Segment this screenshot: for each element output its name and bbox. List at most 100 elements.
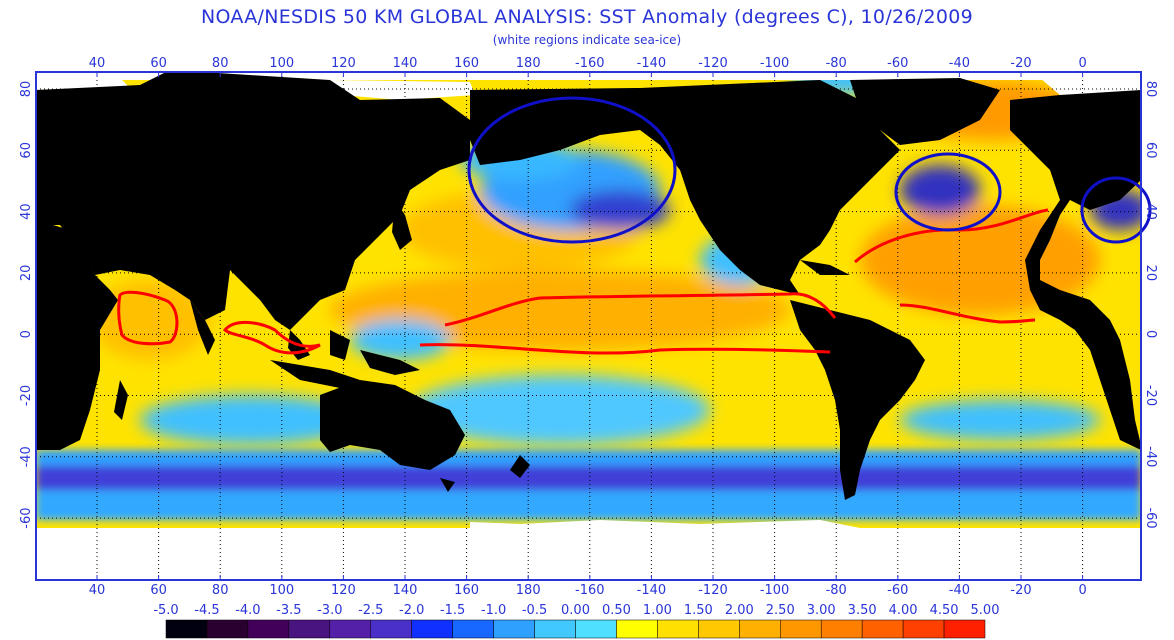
colorbar-label: -5.0 [153, 603, 178, 618]
colorbar-label: 3.00 [807, 603, 836, 618]
longitude-label: 160 [454, 56, 479, 71]
longitude-label: 100 [269, 583, 294, 598]
colorbar-label: -4.5 [194, 603, 219, 618]
colorbar-swatch [493, 619, 535, 639]
red-west-indian-loop [117, 290, 179, 346]
latitude-labels-left: 80 60 40 20 0 -20 -40 -60 [19, 81, 34, 529]
map-title: NOAA/NESDIS 50 KM GLOBAL ANALYSIS: SST A… [200, 6, 974, 28]
longitude-label: 40 [89, 583, 106, 598]
colorbar-swatch [288, 619, 331, 639]
latitude-label: 0 [1143, 330, 1158, 338]
longitude-label: -60 [887, 56, 908, 71]
north-america [640, 80, 900, 295]
colorbar-label: 4.50 [930, 603, 959, 618]
blue-circle-north-pacific [467, 96, 677, 244]
southern-ocean-band [36, 450, 1141, 520]
colorbar-swatch [780, 619, 822, 639]
australia [320, 380, 465, 470]
longitude-label: 160 [454, 583, 479, 598]
colorbar-swatch [165, 619, 208, 639]
colorbar-label: 2.00 [725, 603, 754, 618]
longitude-label: -100 [760, 56, 790, 71]
longitude-label: -160 [575, 583, 605, 598]
colorbar-label: -2.5 [358, 603, 383, 618]
colorbar-swatch [943, 619, 986, 639]
sea-ice [36, 72, 1141, 580]
latitude-label: -60 [19, 507, 34, 528]
longitude-label: -20 [1010, 56, 1031, 71]
colorbar-label: -2.0 [399, 603, 424, 618]
colorbar-swatch [411, 619, 453, 639]
colorbar-swatch [861, 619, 904, 639]
annotations [117, 96, 1152, 355]
colorbar-label: -0.5 [522, 603, 547, 618]
longitude-label: 80 [212, 56, 229, 71]
longitude-label: -120 [698, 56, 728, 71]
south-america [790, 300, 925, 500]
latitude-label: 20 [19, 265, 34, 282]
colorbar-label: -4.0 [235, 603, 260, 618]
latitude-label: 40 [19, 203, 34, 220]
latitude-label: 80 [19, 81, 34, 98]
longitude-label: -60 [887, 583, 908, 598]
red-equatorial-band-south [419, 343, 831, 355]
colorbar-swatch [452, 619, 494, 639]
longitude-label: 0 [1078, 56, 1086, 71]
graticule [36, 72, 1141, 580]
longitude-label: -120 [698, 583, 728, 598]
colorbar-swatch [575, 619, 617, 639]
longitude-label: 120 [331, 583, 356, 598]
longitude-label: 40 [89, 56, 106, 71]
colorbar-label: 2.50 [766, 603, 795, 618]
latitude-label: -40 [19, 446, 34, 467]
red-atlantic-equator [899, 303, 1036, 324]
colorbar-swatch [616, 619, 658, 639]
colorbar-label: 4.00 [889, 603, 918, 618]
latitude-label: -20 [1143, 385, 1158, 406]
latitude-label: -60 [1143, 507, 1158, 528]
latitude-label: -20 [19, 385, 34, 406]
longitude-label: -140 [637, 56, 667, 71]
longitude-label: 180 [516, 56, 541, 71]
longitude-label: -160 [575, 56, 605, 71]
latitude-label: 40 [1143, 203, 1158, 220]
colorbar-label: 1.00 [643, 603, 672, 618]
longitude-label: -100 [760, 583, 790, 598]
colorbar-label: 5.00 [971, 603, 1000, 618]
longitude-label: 0 [1078, 583, 1086, 598]
longitude-label: 140 [393, 583, 418, 598]
longitude-label: 140 [393, 56, 418, 71]
colorbar-swatch [902, 619, 945, 639]
colorbar-label: 0.50 [602, 603, 631, 618]
blue-circle-north-atlantic [894, 152, 1002, 232]
colorbar-swatch [206, 619, 249, 639]
latitude-label: 0 [19, 330, 34, 338]
greenland [850, 78, 1000, 145]
latitude-label: -40 [1143, 446, 1158, 467]
colorbar-labels: -5.0 -4.5 -4.0 -3.5 -3.0 -2.5 -2.0 -1.5 -1.0 -0.5… [153, 603, 999, 618]
longitude-label: 60 [150, 583, 167, 598]
longitude-label: -40 [949, 56, 970, 71]
latitude-labels-right: 80 60 40 20 0 -20 -40 -60 [1143, 81, 1158, 529]
longitude-label: 120 [331, 56, 356, 71]
colorbar-swatch [739, 619, 781, 639]
colorbar-label: -1.5 [440, 603, 465, 618]
colorbar-label: -1.0 [481, 603, 506, 618]
longitude-label: 80 [212, 583, 229, 598]
longitude-labels-top: 40 60 80 100 120 140 160 180 -160 -140 -120 -100 -80… [89, 56, 1087, 77]
colorbar-label: 0.00 [561, 603, 590, 618]
map-frame [35, 71, 1142, 581]
longitude-labels-bottom: 40 60 80 100 120 140 160 180 -160 -140 -120 -100 -80… [89, 575, 1087, 598]
colorbar-label: -3.0 [317, 603, 342, 618]
colorbar-swatch [370, 619, 412, 639]
longitude-label: -80 [826, 583, 847, 598]
latitude-label: 60 [19, 142, 34, 159]
colorbar-label: -3.5 [276, 603, 301, 618]
longitude-label: -40 [949, 583, 970, 598]
colorbar-swatch [534, 619, 576, 639]
colorbar-label: 1.50 [684, 603, 713, 618]
longitude-label: -20 [1010, 583, 1031, 598]
map-subtitle: (white regions indicate sea-ice) [492, 33, 682, 47]
longitude-label: -80 [826, 56, 847, 71]
